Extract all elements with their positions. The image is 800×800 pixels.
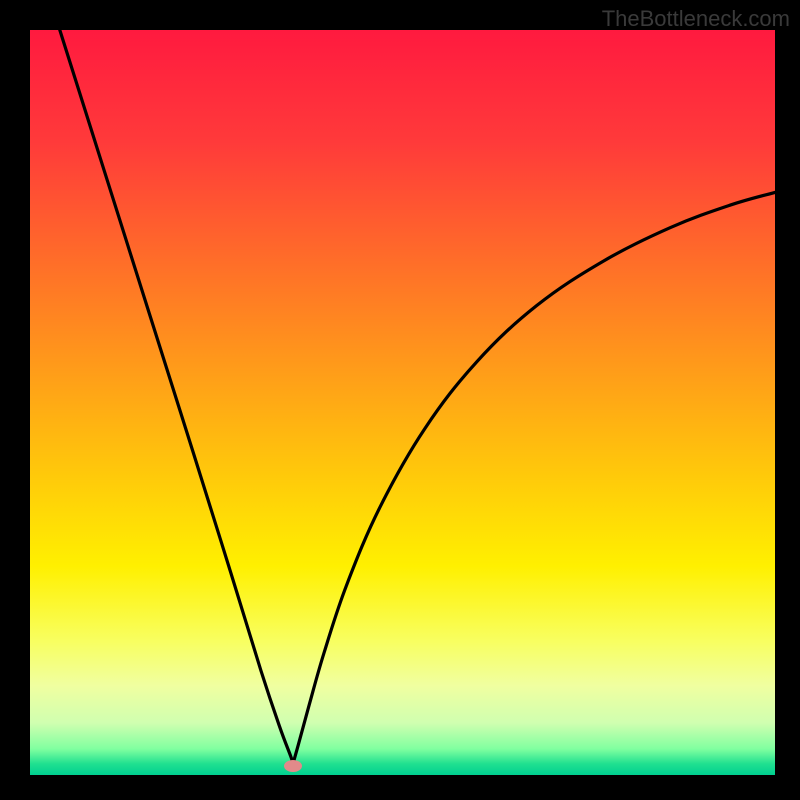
curve-left-branch [60,30,293,764]
watermark-text: TheBottleneck.com [602,6,790,32]
chart-container: TheBottleneck.com [0,0,800,800]
plot-area [30,30,775,775]
curve-right-branch [293,192,775,763]
bottleneck-curve [30,30,775,775]
minimum-marker [284,760,302,772]
